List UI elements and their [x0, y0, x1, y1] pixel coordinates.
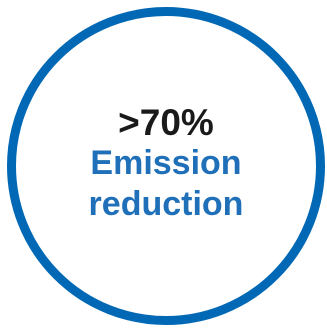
stat-label-line-2: reduction — [88, 185, 244, 224]
stat-value: >70% — [118, 102, 214, 144]
stat-label-line-1: Emission — [90, 143, 242, 182]
stat-circle-badge: >70% Emission reduction — [7, 7, 325, 325]
